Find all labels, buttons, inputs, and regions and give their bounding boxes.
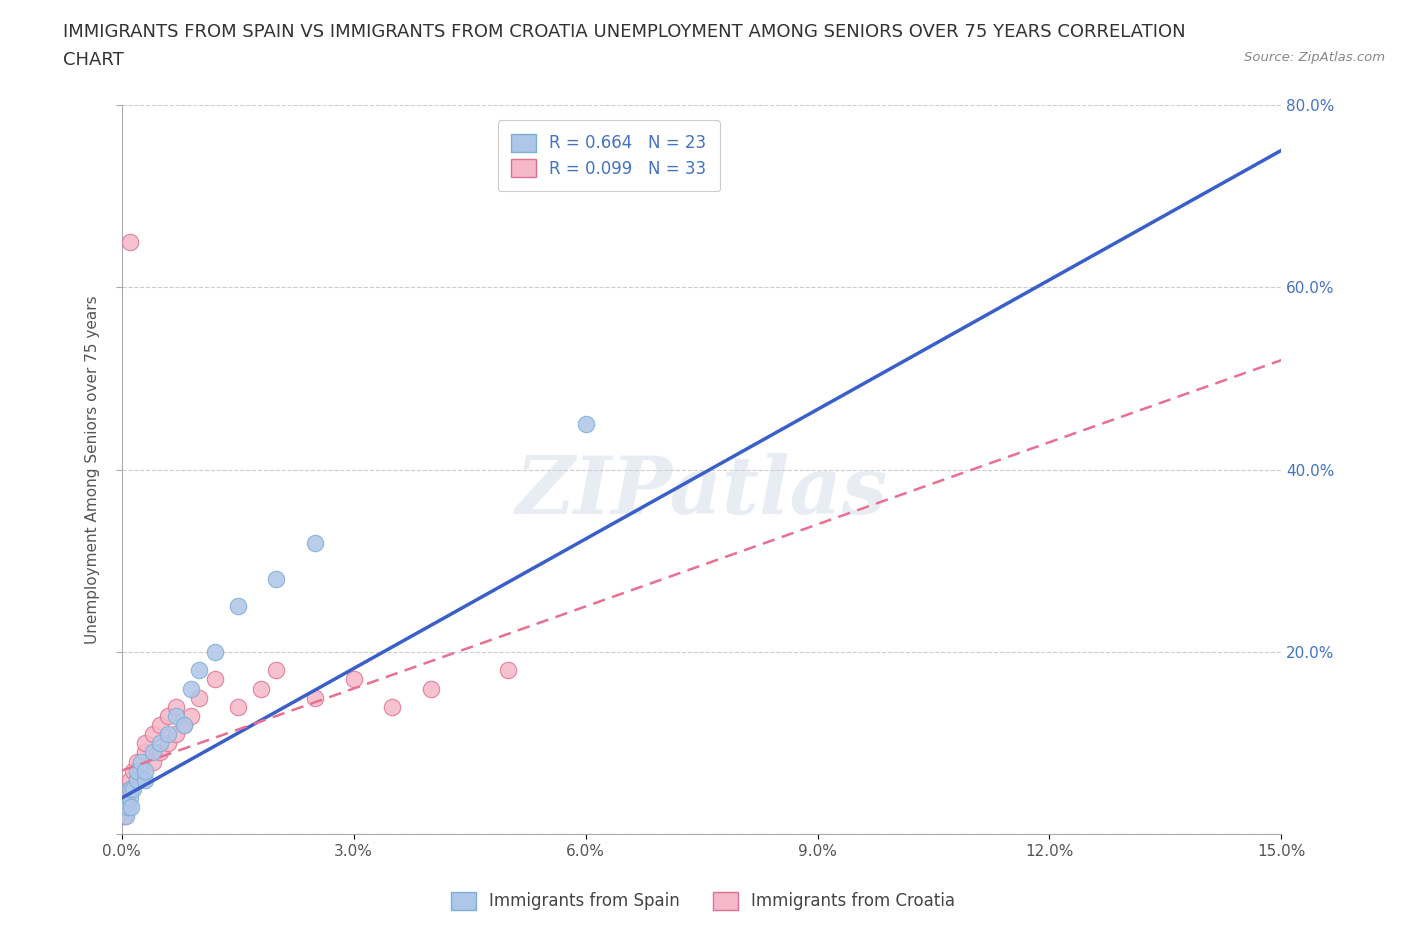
Point (304, 690, 326, 705)
Point (118, 781, 141, 796)
Point (157, 709, 180, 724)
Point (173, 718, 195, 733)
Text: CHART: CHART (63, 51, 124, 69)
Point (127, 754, 149, 769)
Point (134, 764, 156, 778)
Point (142, 726, 165, 741)
Point (180, 681, 202, 696)
Point (120, 800, 142, 815)
Point (165, 726, 187, 741)
Point (381, 699, 404, 714)
Point (204, 672, 226, 687)
Point (165, 709, 187, 724)
Point (134, 772, 156, 787)
Legend: R = 0.664   N = 23, R = 0.099   N = 33: R = 0.664 N = 23, R = 0.099 N = 33 (498, 120, 720, 191)
Point (142, 754, 165, 769)
Point (114, 809, 136, 824)
Point (127, 772, 149, 787)
Point (226, 699, 249, 714)
Point (188, 663, 211, 678)
Point (115, 790, 138, 805)
Legend: Immigrants from Spain, Immigrants from Croatia: Immigrants from Spain, Immigrants from C… (444, 885, 962, 917)
Point (118, 234, 141, 249)
Point (112, 809, 135, 824)
Point (188, 690, 211, 705)
Point (129, 764, 152, 778)
Point (118, 790, 141, 805)
Point (157, 736, 180, 751)
Point (122, 764, 145, 778)
Point (118, 772, 141, 787)
Point (114, 800, 136, 815)
Point (117, 800, 139, 815)
Text: ZIPatlas: ZIPatlas (516, 453, 887, 530)
Point (142, 745, 165, 760)
Point (149, 745, 172, 760)
Point (250, 681, 273, 696)
Point (149, 718, 172, 733)
Point (304, 535, 326, 550)
Point (343, 672, 366, 687)
Text: Source: ZipAtlas.com: Source: ZipAtlas.com (1244, 51, 1385, 64)
Point (575, 417, 598, 432)
Point (498, 663, 520, 678)
Point (127, 772, 149, 787)
Point (120, 781, 142, 796)
Y-axis label: Unemployment Among Seniors over 75 years: Unemployment Among Seniors over 75 years (86, 296, 100, 644)
Point (157, 726, 180, 741)
Point (266, 663, 288, 678)
Point (118, 781, 141, 796)
Point (204, 644, 226, 659)
Point (134, 745, 156, 760)
Point (127, 764, 149, 778)
Point (226, 599, 249, 614)
Point (129, 754, 152, 769)
Point (420, 681, 443, 696)
Point (180, 709, 202, 724)
Text: IMMIGRANTS FROM SPAIN VS IMMIGRANTS FROM CROATIA UNEMPLOYMENT AMONG SENIORS OVER: IMMIGRANTS FROM SPAIN VS IMMIGRANTS FROM… (63, 23, 1185, 41)
Point (122, 781, 145, 796)
Point (173, 718, 195, 733)
Point (149, 736, 172, 751)
Point (266, 572, 288, 587)
Point (165, 699, 187, 714)
Point (134, 736, 156, 751)
